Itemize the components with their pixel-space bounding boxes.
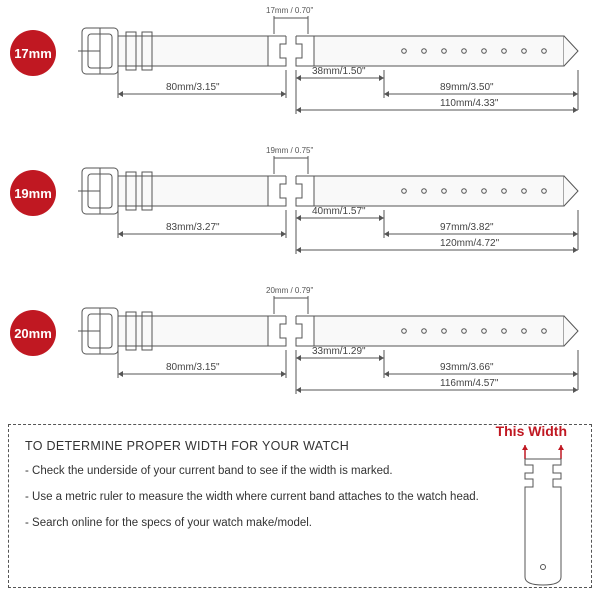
info-line-3: - Search online for the specs of your wa…: [25, 517, 575, 529]
lug-width-label: 20mm / 0.79": [266, 286, 313, 295]
info-line-1: - Check the underside of your current ba…: [25, 465, 575, 477]
short-label: 33mm/1.29": [312, 346, 366, 357]
size-badge: 20mm: [10, 310, 56, 356]
mid-label: 89mm/3.50": [440, 82, 494, 93]
buckle-len-label: 83mm/3.27": [166, 222, 220, 233]
size-badge: 19mm: [10, 170, 56, 216]
info-line-2: - Use a metric ruler to measure the widt…: [25, 491, 575, 503]
short-label: 38mm/1.50": [312, 66, 366, 77]
long-label: 116mm/4.57": [440, 378, 498, 389]
long-label: 110mm/4.33": [440, 98, 498, 109]
info-strap-icon: [513, 435, 573, 589]
info-title: TO DETERMINE PROPER WIDTH FOR YOUR WATCH: [25, 439, 575, 453]
lug-width-label: 17mm / 0.70": [266, 6, 313, 15]
short-label: 40mm/1.57": [312, 206, 366, 217]
size-badge: 17mm: [10, 30, 56, 76]
lug-width-label: 19mm / 0.75": [266, 146, 313, 155]
long-label: 120mm/4.72": [440, 238, 499, 249]
mid-label: 97mm/3.82": [440, 222, 494, 233]
buckle-len-label: 80mm/3.15": [166, 362, 220, 373]
buckle-len-label: 80mm/3.15": [166, 82, 220, 93]
strap-diagram: [78, 280, 584, 410]
strap-diagram: [78, 0, 584, 130]
info-box: TO DETERMINE PROPER WIDTH FOR YOUR WATCH…: [8, 424, 592, 588]
strap-diagram: [78, 140, 584, 270]
mid-label: 93mm/3.66": [440, 362, 494, 373]
